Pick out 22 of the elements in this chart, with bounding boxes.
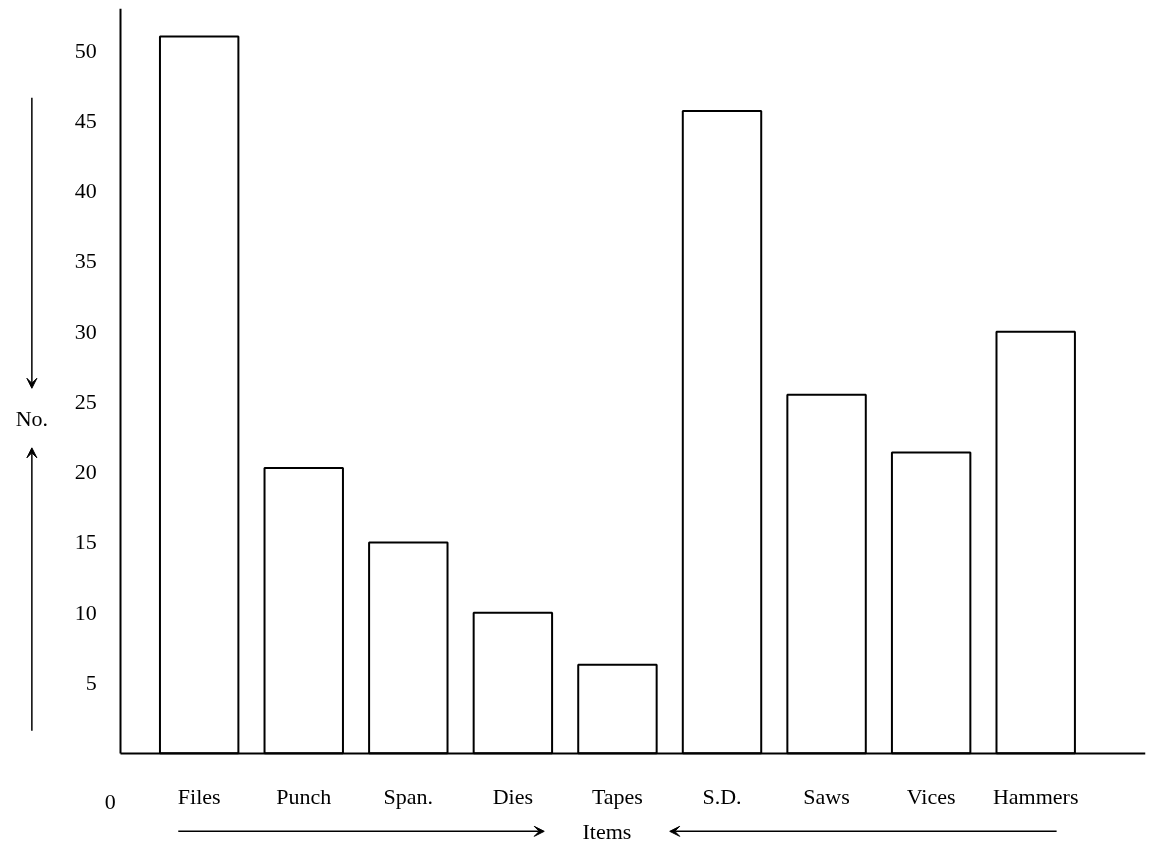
x-tick-label: S.D. — [702, 784, 742, 810]
y-tick-label: 45 — [74, 107, 97, 133]
y-tick-label: 35 — [74, 248, 97, 274]
y-tick-label: 20 — [74, 459, 97, 485]
x-axis-title: Items — [582, 818, 632, 842]
x-tick-label: Span. — [383, 784, 434, 810]
x-tick-label: Saws — [803, 784, 850, 810]
x-tick-label: Files — [177, 784, 221, 810]
y-tick-label: 50 — [74, 37, 97, 63]
y-tick-label: 25 — [74, 388, 97, 414]
y-tick-label: 30 — [74, 318, 97, 344]
text: 0 — [104, 788, 116, 814]
x-tick-label: Vices — [906, 784, 956, 810]
y-tick-label: 40 — [74, 178, 97, 204]
x-tick-label: Tapes — [591, 784, 643, 810]
x-tick-label: Dies — [492, 784, 534, 810]
y-tick-label: 5 — [85, 669, 97, 695]
y-tick-label: 10 — [74, 599, 97, 625]
x-tick-label: Hammers — [992, 784, 1079, 810]
y-axis-title: No. — [15, 405, 49, 431]
y-tick-label: 15 — [74, 529, 97, 555]
x-tick-label: Punch — [276, 784, 332, 810]
